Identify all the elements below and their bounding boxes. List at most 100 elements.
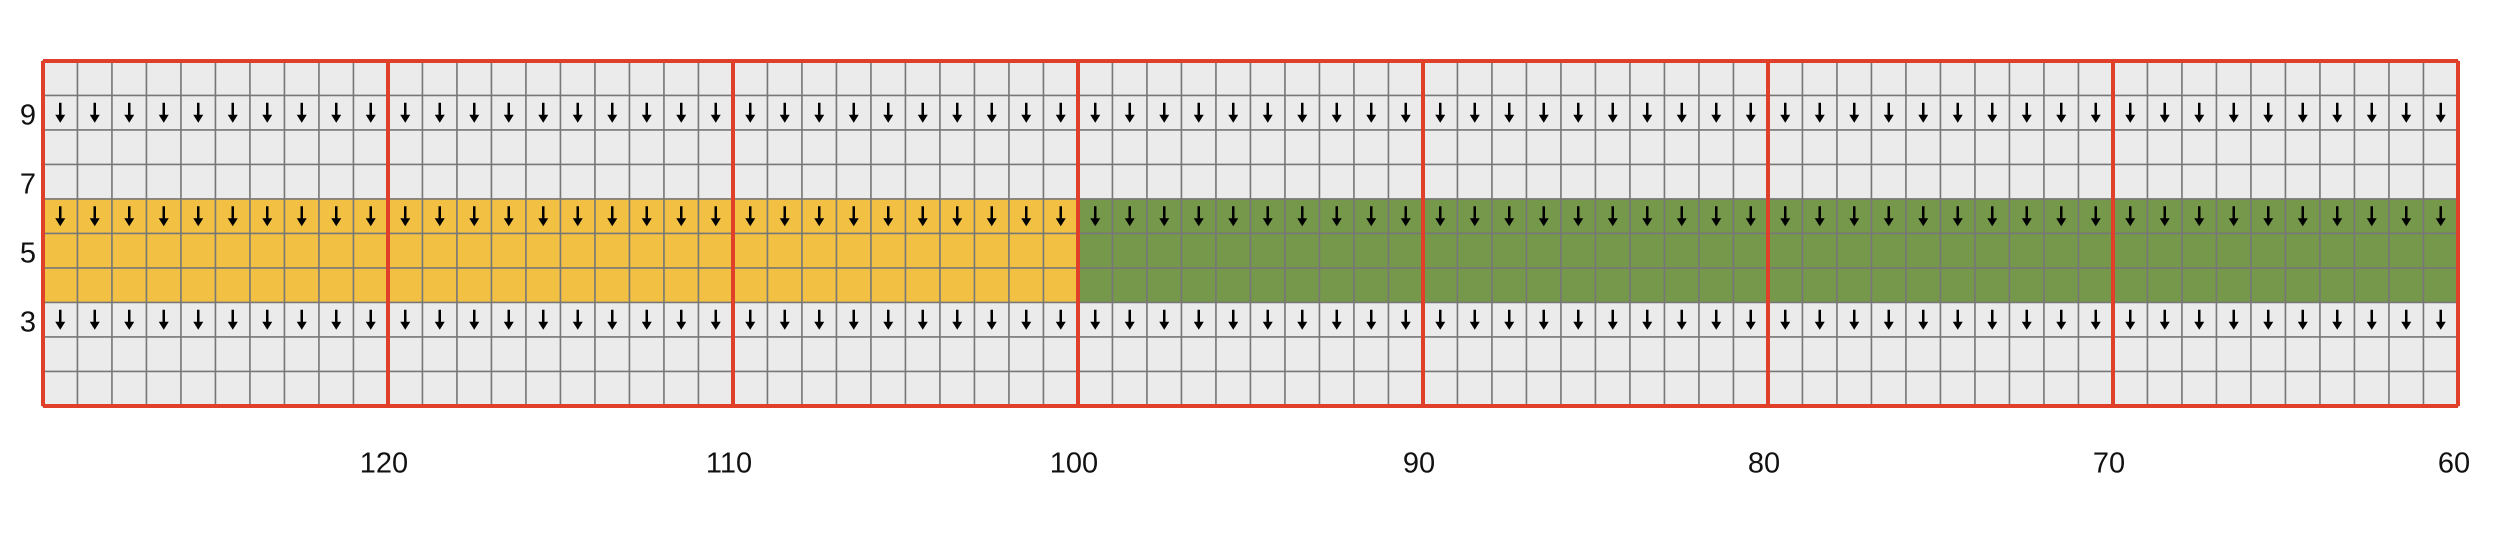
arrow-head — [1435, 321, 1446, 330]
cell — [42, 163, 79, 200]
arrow-head — [2090, 114, 2101, 123]
arrow-head — [89, 218, 100, 227]
cell — [870, 370, 907, 407]
cell — [1870, 163, 1907, 200]
cell — [1353, 267, 1390, 304]
arrow-head — [1987, 321, 1998, 330]
arrow-head — [1124, 321, 1135, 330]
cell — [1629, 163, 1666, 200]
arrow-head — [296, 218, 307, 227]
cell — [1180, 163, 1217, 200]
cell — [1353, 163, 1390, 200]
cell — [1525, 60, 1562, 97]
cell — [732, 267, 769, 304]
cell — [1974, 129, 2011, 166]
arrow-head — [1780, 321, 1791, 330]
arrow-head — [607, 114, 618, 123]
cell — [2043, 336, 2080, 373]
cell — [663, 336, 700, 373]
cell — [1732, 336, 1769, 373]
cell — [1456, 232, 1493, 269]
cell — [1525, 129, 1562, 166]
arrow-head — [296, 114, 307, 123]
cell — [352, 163, 389, 200]
cell — [2319, 129, 2356, 166]
cell — [2181, 163, 2218, 200]
cell — [697, 232, 734, 269]
cell — [1180, 60, 1217, 97]
arrow-head — [331, 321, 342, 330]
arrow-head — [1366, 114, 1377, 123]
cell — [766, 60, 803, 97]
cell — [1525, 370, 1562, 407]
cell — [1387, 370, 1424, 407]
cell — [835, 336, 872, 373]
cell — [145, 60, 182, 97]
cell — [76, 370, 113, 407]
column-label: 100 — [1050, 448, 1098, 480]
cell — [180, 129, 217, 166]
arrow-head — [607, 321, 618, 330]
arrow-head — [917, 114, 928, 123]
cell — [214, 232, 251, 269]
arrow-head — [1021, 218, 1032, 227]
cell — [663, 60, 700, 97]
cell — [1180, 267, 1217, 304]
cell — [111, 370, 148, 407]
arrow-head — [2056, 321, 2067, 330]
arrow-head — [1607, 321, 1618, 330]
arrow-head — [1711, 114, 1722, 123]
arrow-head — [2159, 218, 2170, 227]
arrow-head — [1331, 321, 1342, 330]
row-label: 9 — [20, 99, 36, 131]
cell — [2077, 336, 2114, 373]
cell — [421, 370, 458, 407]
arrow-head — [1642, 114, 1653, 123]
cell — [2215, 60, 2252, 97]
cell — [525, 336, 562, 373]
arrow-head — [2435, 218, 2446, 227]
cell — [1008, 370, 1045, 407]
cell — [663, 163, 700, 200]
cell — [2146, 370, 2183, 407]
arrow-head — [400, 114, 411, 123]
cell — [628, 129, 665, 166]
cell — [2112, 232, 2149, 269]
cell — [214, 60, 251, 97]
cell — [939, 232, 976, 269]
cell — [76, 163, 113, 200]
arrow-head — [1607, 218, 1618, 227]
arrow-head — [2159, 114, 2170, 123]
arrow-head — [538, 114, 549, 123]
arrow-head — [503, 218, 514, 227]
cell — [490, 94, 527, 131]
cell — [1111, 232, 1148, 269]
cell — [939, 370, 976, 407]
arrow-head — [1435, 114, 1446, 123]
cell — [1249, 232, 1286, 269]
cell — [2146, 232, 2183, 269]
cell — [387, 232, 424, 269]
cell — [904, 232, 941, 269]
cell — [421, 163, 458, 200]
cell — [1767, 129, 1804, 166]
cell — [2215, 370, 2252, 407]
arrow-head — [2332, 218, 2343, 227]
cell — [2250, 370, 2287, 407]
arrow-head — [331, 114, 342, 123]
arrow-head — [124, 218, 135, 227]
cell — [76, 267, 113, 304]
cell — [1560, 60, 1597, 97]
cell — [1905, 232, 1942, 269]
arrow-head — [676, 218, 687, 227]
arrow-head — [1262, 114, 1273, 123]
cell — [283, 267, 320, 304]
arrow-head — [1573, 114, 1584, 123]
cell — [1801, 267, 1838, 304]
arrow-head — [55, 321, 66, 330]
cell — [2181, 370, 2218, 407]
cell — [594, 60, 631, 97]
cell — [1594, 60, 1631, 97]
cell — [1077, 267, 1114, 304]
cell — [1146, 370, 1183, 407]
